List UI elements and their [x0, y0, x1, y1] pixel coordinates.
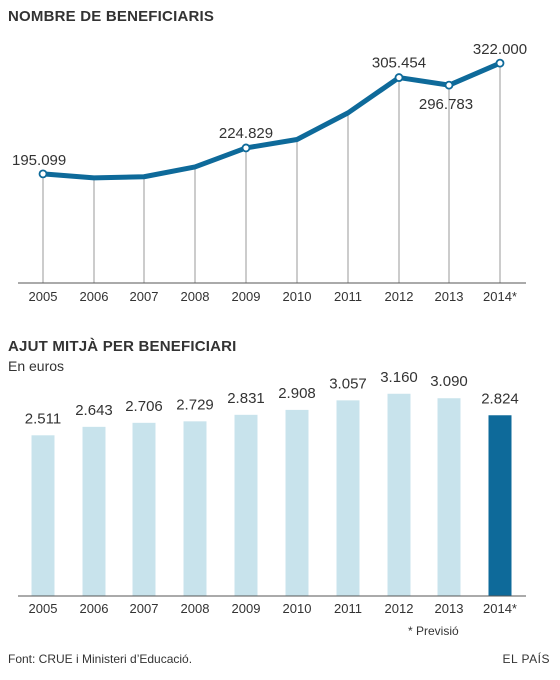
x-tick-label: 2005 [29, 601, 58, 616]
x-tick-label: 2012 [385, 289, 414, 304]
bar [183, 421, 207, 596]
x-tick-label: 2005 [29, 289, 58, 304]
bar [437, 398, 461, 596]
x-tick-label: 2013 [435, 601, 464, 616]
data-label: 195.099 [12, 152, 66, 169]
x-tick-label: 2006 [80, 289, 109, 304]
bar [234, 414, 258, 596]
data-label: 322.000 [473, 41, 527, 58]
forecast-footnote: * Previsió [408, 624, 459, 638]
data-point-marker [38, 169, 48, 179]
bar-value-label: 2.824 [481, 390, 519, 407]
x-tick-label: 2014* [483, 289, 517, 304]
bar [488, 415, 512, 596]
data-point-marker [241, 143, 251, 153]
bar-chart-subtitle: En euros [8, 358, 65, 374]
data-point-marker [495, 58, 505, 68]
x-tick-label: 2012 [385, 601, 414, 616]
x-tick-label: 2007 [130, 289, 159, 304]
data-label: 305.454 [372, 55, 426, 72]
data-label: 224.829 [219, 125, 273, 142]
x-tick-label: 2010 [283, 289, 312, 304]
bar-value-label: 2.908 [278, 385, 316, 402]
x-tick-label: 2007 [130, 601, 159, 616]
bar [31, 435, 55, 596]
data-point-marker [444, 80, 454, 90]
x-tick-label: 2008 [181, 289, 210, 304]
bar-value-label: 3.160 [380, 369, 418, 386]
x-tick-label: 2011 [334, 289, 362, 304]
bar [285, 409, 309, 596]
x-tick-label: 2013 [435, 289, 464, 304]
bar-value-label: 2.729 [176, 396, 214, 413]
x-tick-label: 2008 [181, 601, 210, 616]
bar-value-label: 3.057 [329, 375, 367, 392]
bar-value-label: 2.706 [125, 398, 163, 415]
bar-value-label: 2.511 [25, 410, 61, 427]
bar-value-label: 2.831 [227, 390, 265, 407]
brand-logo: EL PAÍS [502, 652, 550, 666]
bar [336, 400, 360, 596]
line-chart-title: NOMBRE DE BENEFICIARIS [8, 8, 215, 25]
bar-value-label: 3.090 [430, 373, 468, 390]
x-tick-label: 2009 [232, 289, 261, 304]
bar-chart-title: AJUT MITJÀ PER BENEFICIARI [8, 338, 237, 355]
bar [132, 422, 156, 596]
data-point-marker [394, 73, 404, 82]
bar [387, 393, 411, 596]
source-note: Font: CRUE i Ministeri d’Educació. [8, 652, 193, 666]
series-line [40, 60, 503, 181]
bar-value-label: 2.643 [75, 402, 113, 419]
data-label: 296.783 [419, 96, 473, 113]
x-tick-label: 2006 [80, 601, 109, 616]
bar [82, 426, 106, 596]
x-tick-label: 2009 [232, 601, 261, 616]
x-tick-label: 2014* [483, 601, 517, 616]
x-tick-label: 2010 [283, 601, 312, 616]
x-tick-label: 2011 [334, 601, 362, 616]
